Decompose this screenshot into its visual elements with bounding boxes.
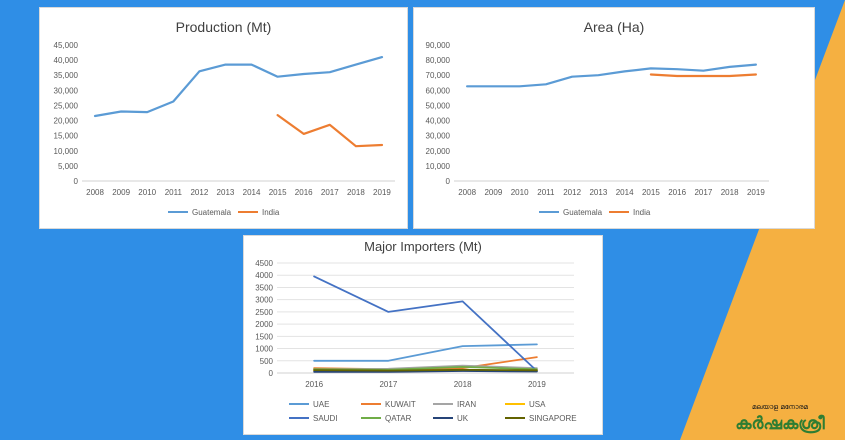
legend-label-uae: UAE bbox=[313, 400, 329, 409]
x-tick-label: 2010 bbox=[511, 188, 529, 197]
x-tick-label: 2019 bbox=[747, 188, 765, 197]
y-tick-label: 15,000 bbox=[54, 132, 79, 141]
y-tick-label: 35,000 bbox=[54, 71, 79, 80]
area-chart-panel: Area (Ha) 0 10,000 20,000 30,000 40,000 50,00… bbox=[413, 7, 815, 229]
x-tick-label: 2013 bbox=[589, 188, 607, 197]
x-tick-label: 2019 bbox=[528, 380, 546, 389]
y-tick-label: 4500 bbox=[255, 259, 273, 268]
x-tick-label: 2017 bbox=[694, 188, 712, 197]
x-tick-label: 2016 bbox=[305, 380, 323, 389]
legend-label-guatemala: Guatemala bbox=[192, 208, 232, 217]
y-tick-label: 40,000 bbox=[426, 117, 451, 126]
x-tick-label: 2012 bbox=[190, 188, 208, 197]
y-tick-label: 20,000 bbox=[426, 147, 451, 156]
y-tick-label: 30,000 bbox=[54, 86, 79, 95]
production-chart-title: Production (Mt) bbox=[175, 19, 272, 35]
x-tick-label: 2008 bbox=[458, 188, 476, 197]
y-tick-label: 60,000 bbox=[426, 86, 451, 95]
legend-label-kuwait: KUWAIT bbox=[385, 400, 416, 409]
series-line-uae bbox=[313, 343, 538, 362]
y-tick-label: 0 bbox=[269, 369, 274, 378]
y-tick-label: 3500 bbox=[255, 283, 273, 292]
x-tick-label: 2011 bbox=[165, 188, 183, 197]
x-tick-label: 2016 bbox=[668, 188, 686, 197]
y-tick-label: 5,000 bbox=[58, 162, 79, 171]
area-chart: 0 10,000 20,000 30,000 40,000 50,000 60,000 70,… bbox=[426, 41, 769, 217]
x-tick-label: 2013 bbox=[217, 188, 235, 197]
y-tick-label: 70,000 bbox=[426, 71, 451, 80]
production-chart-panel: Production (Mt) 0 5,000 10,000 15,000 20,000… bbox=[39, 7, 408, 229]
x-tick-label: 2019 bbox=[373, 188, 391, 197]
x-tick-label: 2009 bbox=[484, 188, 502, 197]
legend-label-uk: UK bbox=[457, 414, 469, 423]
y-tick-label: 45,000 bbox=[54, 41, 79, 50]
y-tick-label: 10,000 bbox=[54, 147, 79, 156]
y-tick-label: 2500 bbox=[255, 308, 273, 317]
x-tick-label: 2011 bbox=[537, 188, 555, 197]
y-tick-label: 4000 bbox=[255, 271, 273, 280]
x-tick-label: 2012 bbox=[563, 188, 581, 197]
y-tick-label: 0 bbox=[74, 177, 79, 186]
y-tick-label: 2000 bbox=[255, 320, 273, 329]
logo-main-text: കർഷകശ്രീ bbox=[735, 414, 825, 434]
x-tick-label: 2009 bbox=[112, 188, 130, 197]
y-tick-label: 50,000 bbox=[426, 101, 451, 110]
production-chart: 0 5,000 10,000 15,000 20,000 25,000 30,000 35,0… bbox=[54, 41, 395, 217]
legend-label-india: India bbox=[633, 208, 651, 217]
x-tick-label: 2015 bbox=[642, 188, 660, 197]
y-tick-label: 40,000 bbox=[54, 56, 79, 65]
legend-label-saudi: SAUDI bbox=[313, 414, 337, 423]
y-tick-label: 30,000 bbox=[426, 132, 451, 141]
series-line-india bbox=[649, 73, 757, 78]
y-tick-label: 500 bbox=[260, 357, 274, 366]
x-tick-label: 2018 bbox=[721, 188, 739, 197]
x-tick-label: 2015 bbox=[269, 188, 287, 197]
y-tick-label: 80,000 bbox=[426, 56, 451, 65]
x-tick-label: 2008 bbox=[86, 188, 104, 197]
legend-label-usa: USA bbox=[529, 400, 546, 409]
logo-small-text: മലയാള മനോരമ bbox=[752, 403, 808, 411]
x-tick-label: 2014 bbox=[243, 188, 261, 197]
legend-label-india: India bbox=[262, 208, 280, 217]
karshakasree-logo: മലയാള മനോരമ കർഷകശ്രീ bbox=[735, 403, 825, 434]
x-tick-label: 2014 bbox=[616, 188, 634, 197]
x-tick-label: 2018 bbox=[347, 188, 365, 197]
series-line-singapore bbox=[313, 368, 538, 372]
y-tick-label: 90,000 bbox=[426, 41, 451, 50]
series-line-uk bbox=[313, 370, 538, 373]
x-tick-label: 2017 bbox=[321, 188, 339, 197]
x-tick-label: 2018 bbox=[454, 380, 472, 389]
importers-chart-panel: Major Importers (Mt) 0 500 1000 1500 2000 250… bbox=[243, 235, 603, 435]
y-tick-label: 20,000 bbox=[54, 117, 79, 126]
importers-chart-title: Major Importers (Mt) bbox=[364, 239, 482, 254]
series-line-guatemala bbox=[93, 56, 384, 118]
series-line-guatemala bbox=[466, 63, 757, 88]
legend-label-guatemala: Guatemala bbox=[563, 208, 603, 217]
y-tick-label: 10,000 bbox=[426, 162, 451, 171]
series-line-india bbox=[276, 114, 384, 148]
x-tick-label: 2017 bbox=[379, 380, 397, 389]
y-tick-label: 1000 bbox=[255, 345, 273, 354]
x-tick-label: 2010 bbox=[138, 188, 156, 197]
series-line-saudi bbox=[313, 275, 538, 372]
y-tick-label: 3000 bbox=[255, 296, 273, 305]
area-chart-title: Area (Ha) bbox=[583, 19, 645, 35]
x-tick-label: 2016 bbox=[295, 188, 313, 197]
y-tick-label: 1500 bbox=[255, 332, 273, 341]
legend-label-iran: IRAN bbox=[457, 400, 476, 409]
y-tick-label: 0 bbox=[446, 177, 451, 186]
legend-label-qatar: QATAR bbox=[385, 414, 412, 423]
y-tick-label: 25,000 bbox=[54, 101, 79, 110]
importers-chart: 0 500 1000 1500 2000 2500 3000 3500 4000 4500 2016… bbox=[255, 259, 577, 423]
legend-label-singapore: SINGAPORE bbox=[529, 414, 577, 423]
